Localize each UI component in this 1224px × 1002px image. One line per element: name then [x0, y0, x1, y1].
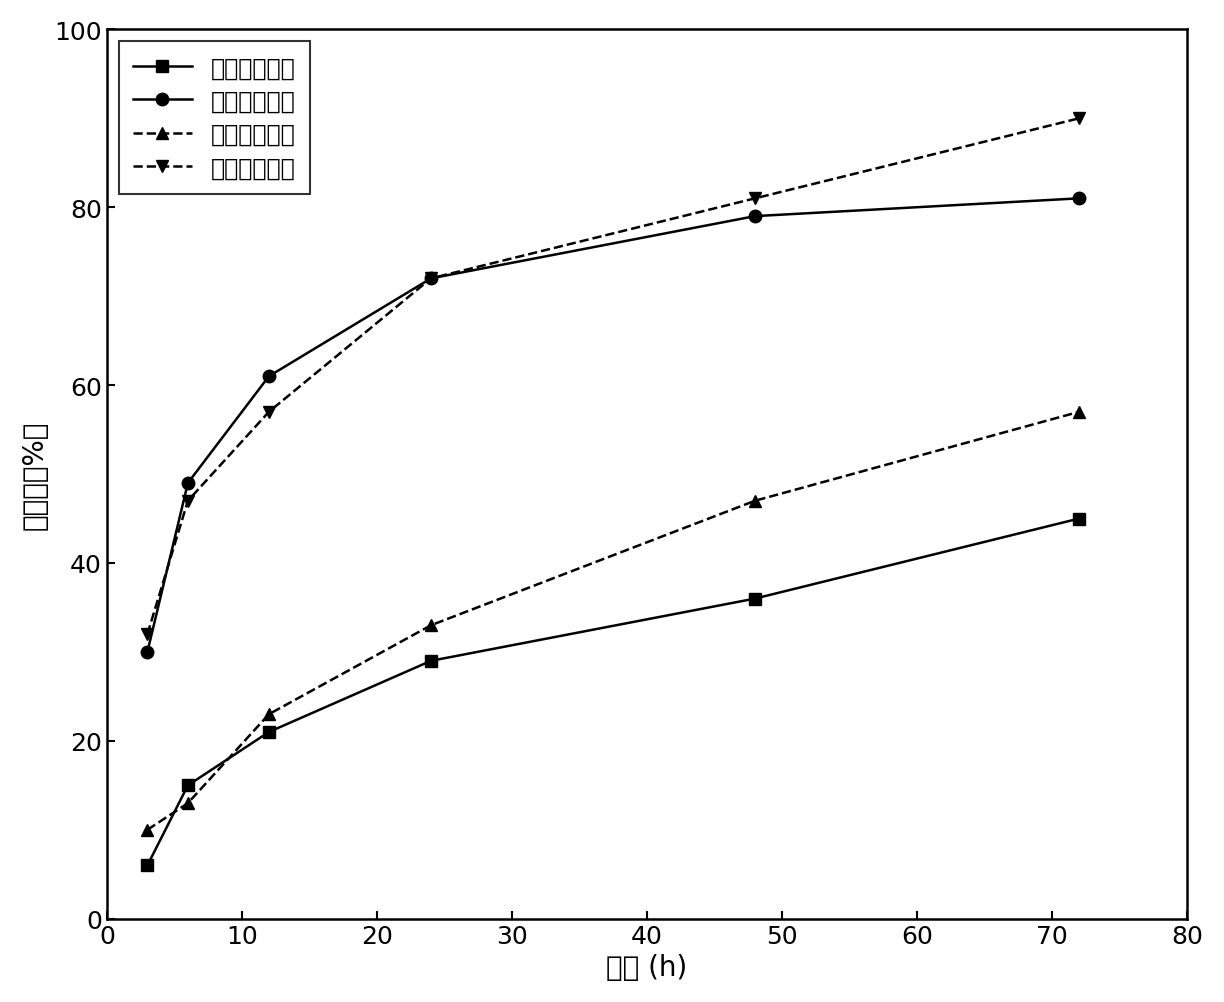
Line: 驯化前多菌灵: 驯化前多菌灵	[141, 406, 1086, 837]
驯化前毒死螱	[140, 860, 154, 872]
驯化后毒死螱	[424, 274, 438, 286]
驯化后多菌灵	[748, 193, 763, 205]
驯化后多菌灵	[262, 407, 277, 419]
驯化后毒死螱	[140, 646, 154, 658]
驯化前多菌灵	[424, 619, 438, 631]
Line: 驯化后多菌灵: 驯化后多菌灵	[141, 113, 1086, 640]
驯化前毒死螱	[424, 655, 438, 667]
Line: 驯化前毒死螱: 驯化前毒死螱	[141, 513, 1086, 872]
驯化前多菌灵	[748, 495, 763, 507]
X-axis label: 时间 (h): 时间 (h)	[606, 953, 688, 981]
驯化后毒死螱	[181, 477, 196, 489]
驯化后多菌灵	[1072, 113, 1087, 125]
驯化后多菌灵	[181, 495, 196, 507]
驯化前毒死螱	[262, 726, 277, 738]
驯化后毒死螱	[748, 210, 763, 222]
驯化后毒死螱	[1072, 193, 1087, 205]
驯化后多菌灵	[140, 628, 154, 640]
驯化前毒死螱	[181, 780, 196, 792]
驯化前多菌灵	[140, 824, 154, 836]
驯化前毒死螱	[1072, 513, 1087, 525]
驯化前多菌灵	[1072, 407, 1087, 419]
驯化前毒死螱	[748, 593, 763, 605]
驯化前多菌灵	[181, 798, 196, 810]
驯化后多菌灵	[424, 274, 438, 286]
Legend: 驯化前毒死螱, 驯化后毒死螱, 驯化前多菌灵, 驯化后多菌灵: 驯化前毒死螱, 驯化后毒死螱, 驯化前多菌灵, 驯化后多菌灵	[119, 42, 310, 194]
驯化后毒死螱	[262, 371, 277, 383]
Line: 驯化后毒死螱: 驯化后毒死螱	[141, 192, 1086, 658]
Y-axis label: 降解率（%）: 降解率（%）	[21, 420, 49, 529]
驯化前多菌灵	[262, 708, 277, 720]
